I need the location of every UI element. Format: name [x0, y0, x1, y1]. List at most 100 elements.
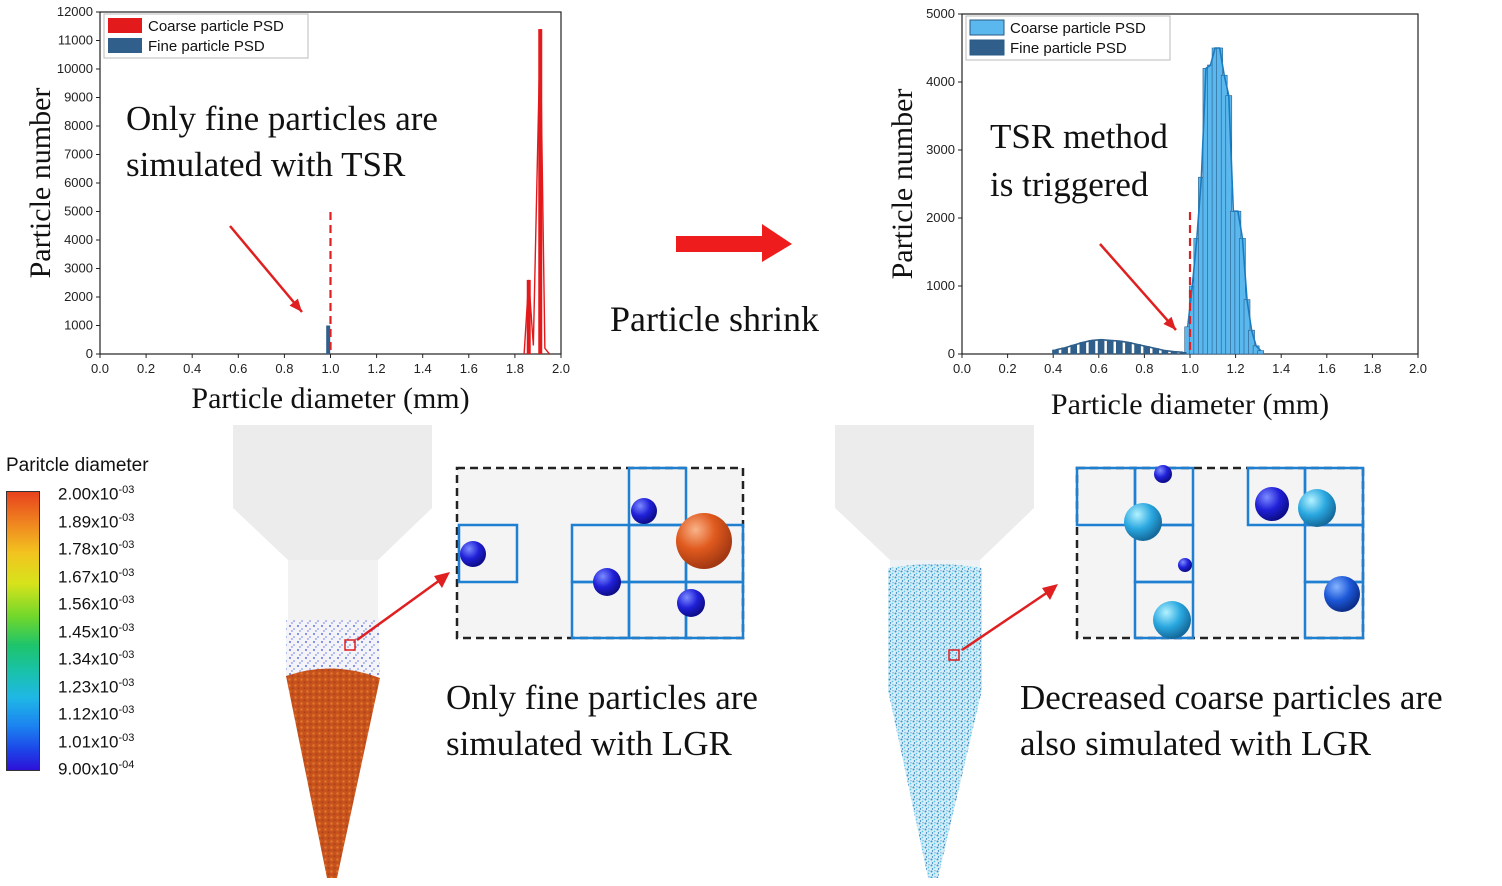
x-tick-label: 0.0 [91, 361, 109, 376]
legend-swatch [969, 19, 1005, 36]
colorbar-label-value: 1.56x10 [58, 594, 119, 614]
y-tick-label: 9000 [64, 90, 93, 105]
colorbar-label-exponent: -03 [118, 621, 135, 634]
colorbar-label: 1.78x10-03 [58, 539, 134, 560]
x-tick-label: 0.2 [137, 361, 155, 376]
colorbar-label-exponent: -03 [118, 731, 135, 744]
annotation-arrow [229, 225, 303, 313]
y-axis-label: Particle number [24, 88, 57, 279]
left-zoom-arrow-line [356, 578, 441, 642]
legend-label: Coarse particle PSD [148, 18, 284, 35]
left-highlight-box [344, 639, 356, 651]
coarse-particle [1324, 576, 1360, 612]
colorbar-label-value: 1.23x10 [58, 677, 119, 697]
left-cyclone-lower [288, 560, 378, 620]
x-tick-label: 2.0 [1409, 361, 1427, 376]
y-tick-label: 4000 [64, 232, 93, 247]
x-tick-label: 1.2 [368, 361, 386, 376]
x-tick-label: 0.2 [999, 361, 1017, 376]
fine-particle [1154, 465, 1172, 483]
right-zoom-arrow-line [961, 590, 1049, 652]
legend-label: Fine particle PSD [1010, 40, 1127, 57]
x-tick-label: 0.8 [275, 361, 293, 376]
fine-particle [677, 589, 705, 617]
colorbar-title: Paritcle diameter [6, 455, 149, 476]
right-highlight-box [948, 649, 960, 661]
fine-particle [460, 541, 486, 567]
x-tick-label: 1.6 [460, 361, 478, 376]
y-tick-label: 6000 [64, 175, 93, 190]
shrink-arrow-shape [676, 224, 792, 262]
colorbar-label: 2.00x10-03 [58, 484, 134, 505]
colorbar-label: 9.00x10-04 [58, 759, 134, 780]
y-tick-label: 0 [86, 346, 93, 361]
y-tick-label: 5000 [64, 204, 93, 219]
colorbar-label-exponent: -03 [118, 676, 135, 689]
y-tick-label: 8000 [64, 118, 93, 133]
fine-particle [1178, 558, 1192, 572]
legend-swatch [108, 38, 142, 53]
x-tick-label: 1.4 [1272, 361, 1290, 376]
x-tick-label: 1.2 [1227, 361, 1245, 376]
x-tick-label: 0.4 [1044, 361, 1062, 376]
right-caption: Decreased coarse particles are also simu… [1020, 675, 1443, 767]
x-tick-label: 1.0 [321, 361, 339, 376]
colorbar-label-value: 1.45x10 [58, 622, 119, 642]
y-tick-label: 0 [948, 346, 955, 361]
series-curve [1055, 338, 1184, 354]
y-tick-label: 11000 [58, 33, 93, 48]
y-tick-label: 1000 [926, 278, 955, 293]
x-tick-label: 0.6 [229, 361, 247, 376]
left-caption-line-2: simulated with LGR [446, 724, 732, 763]
y-tick-label: 2000 [926, 210, 955, 225]
y-tick-label: 10000 [57, 61, 93, 76]
colorbar-label-value: 1.34x10 [58, 649, 119, 669]
coarse-particle [1298, 489, 1336, 527]
x-tick-label: 2.0 [552, 361, 570, 376]
fine-particle [1255, 487, 1289, 521]
colorbar-label: 1.89x10-03 [58, 512, 134, 533]
colorbar-label-exponent: -03 [118, 511, 135, 524]
legend-swatch [969, 39, 1005, 56]
colorbar-label-value: 1.01x10 [58, 732, 119, 752]
y-tick-label: 1000 [64, 318, 93, 333]
right-caption-line-2: also simulated with LGR [1020, 724, 1371, 763]
x-tick-label: 1.6 [1318, 361, 1336, 376]
bar [538, 29, 543, 354]
legend-swatch [108, 18, 142, 33]
annotation-arrow-head [1163, 316, 1176, 330]
x-tick-label: 1.4 [414, 361, 432, 376]
colorbar-label-exponent: -03 [118, 539, 135, 551]
legend: Coarse particle PSD Fine particle PSD [103, 13, 309, 59]
annotation-text: Only fine particles are [126, 99, 438, 138]
right-particle-bed [888, 564, 982, 878]
annotation-arrow [1099, 243, 1177, 331]
annotation-text: TSR method [990, 117, 1168, 156]
colorbar-label-exponent: -04 [118, 759, 135, 771]
colorbar-label-value: 1.89x10 [58, 512, 119, 532]
coarse-particle [1153, 601, 1191, 639]
x-tick-label: 0.6 [1090, 361, 1108, 376]
colorbar-label: 1.01x10-03 [58, 732, 134, 753]
y-tick-label: 5000 [926, 6, 955, 21]
left-cyclone-outline [233, 425, 432, 620]
y-tick-label: 4000 [926, 74, 955, 89]
colorbar-label-value: 1.12x10 [58, 704, 119, 724]
x-tick-label: 0.8 [1135, 361, 1153, 376]
bar [326, 325, 331, 354]
colorbar-label-value: 9.00x10 [58, 759, 119, 779]
x-tick-label: 1.0 [1181, 361, 1199, 376]
fine-particle [631, 498, 657, 524]
colorbar-label-exponent: -03 [118, 704, 135, 716]
bar [526, 279, 531, 354]
colorbar-label-value: 1.78x10 [58, 539, 119, 559]
x-tick-label: 1.8 [506, 361, 524, 376]
colorbar-label-exponent: -03 [118, 649, 135, 661]
x-tick-label: 0.4 [183, 361, 201, 376]
x-tick-label: 0.0 [953, 361, 971, 376]
series-curve [523, 29, 551, 355]
